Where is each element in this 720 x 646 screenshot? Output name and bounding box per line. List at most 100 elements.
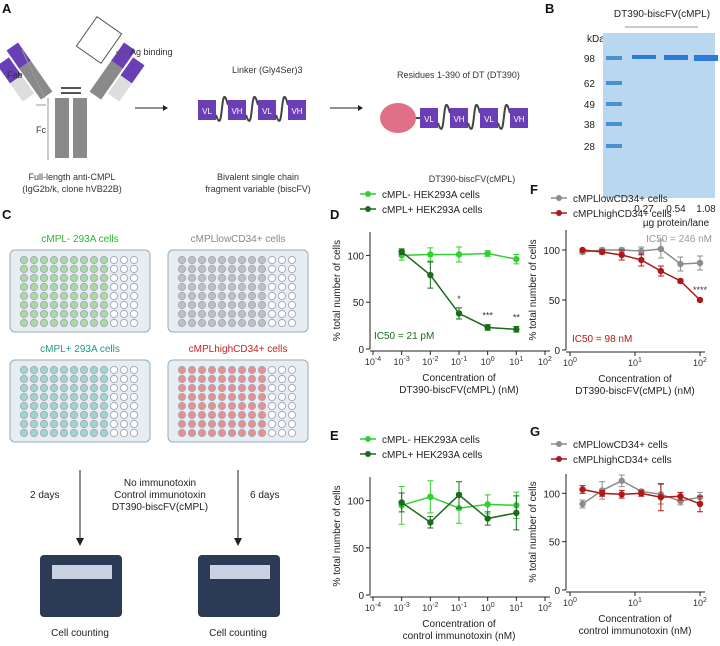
well	[29, 255, 39, 265]
well	[267, 410, 277, 420]
well	[217, 300, 227, 310]
x-axis-label: DT390-biscFV(cMPL) (nM)	[575, 386, 694, 397]
well	[217, 255, 227, 265]
data-point	[427, 519, 434, 526]
protein-band	[664, 55, 688, 60]
well	[187, 264, 197, 274]
well	[257, 255, 267, 265]
well	[177, 365, 187, 375]
legend-marker	[365, 206, 371, 212]
well	[257, 410, 267, 420]
well	[197, 419, 207, 429]
well	[207, 318, 217, 328]
well	[19, 282, 29, 292]
well	[109, 255, 119, 265]
well	[89, 282, 99, 292]
well	[129, 282, 139, 292]
well	[177, 300, 187, 310]
y-tick-label: 100	[543, 489, 560, 500]
well	[69, 392, 79, 402]
well	[29, 428, 39, 438]
well	[109, 309, 119, 319]
plate-label: cMPL- 293A cells	[41, 234, 118, 245]
well	[79, 428, 89, 438]
chart-F: 0 50 100 100 101 102 % total number of cells Co…	[528, 194, 712, 397]
well	[99, 365, 109, 375]
well	[277, 300, 287, 310]
y-tick-label: 50	[353, 544, 365, 555]
well	[99, 428, 109, 438]
well	[59, 428, 69, 438]
well	[129, 365, 139, 375]
domain-label: VH	[231, 107, 242, 116]
well	[217, 383, 227, 393]
well	[99, 374, 109, 384]
well	[247, 419, 257, 429]
significance-mark: **	[513, 313, 521, 323]
well	[217, 264, 227, 274]
significance-mark: ***	[482, 311, 493, 321]
well	[29, 365, 39, 375]
x-axis-label: Concentration of	[598, 614, 672, 625]
data-point	[579, 246, 586, 254]
well	[227, 318, 237, 328]
panel-label-f: F	[530, 182, 538, 197]
y-tick-label: 0	[554, 586, 560, 597]
well	[197, 300, 207, 310]
well	[277, 273, 287, 283]
well	[197, 365, 207, 375]
well	[49, 309, 59, 319]
well	[217, 318, 227, 328]
well	[277, 365, 287, 375]
well	[59, 392, 69, 402]
well	[227, 255, 237, 265]
well	[99, 401, 109, 411]
well	[227, 392, 237, 402]
well	[197, 282, 207, 292]
well	[69, 255, 79, 265]
data-point	[657, 267, 665, 275]
well	[207, 300, 217, 310]
well	[129, 318, 139, 328]
x-axis-label: DT390-biscFV(cMPL) (nM)	[399, 385, 518, 396]
well	[207, 282, 217, 292]
well	[277, 383, 287, 393]
well	[49, 419, 59, 429]
well	[29, 264, 39, 274]
well	[19, 419, 29, 429]
well	[119, 318, 129, 328]
well	[247, 392, 257, 402]
well	[129, 401, 139, 411]
panel-label-b: B	[545, 1, 554, 16]
dt390-toxin-shape	[380, 103, 416, 133]
legend-marker	[556, 210, 562, 216]
well	[237, 419, 247, 429]
well	[247, 273, 257, 283]
well	[287, 383, 297, 393]
well	[79, 383, 89, 393]
well	[237, 374, 247, 384]
well	[49, 383, 59, 393]
lane-amount: 0.54	[666, 204, 686, 215]
domain-vl	[480, 108, 498, 128]
well	[287, 291, 297, 301]
well	[99, 291, 109, 301]
panel-label-d: D	[330, 207, 339, 222]
well	[49, 410, 59, 420]
data-point	[638, 256, 645, 264]
well	[79, 419, 89, 429]
well	[237, 255, 247, 265]
domain-label: VL	[202, 107, 212, 116]
well	[187, 309, 197, 319]
x-tick-label: 10-2	[422, 356, 438, 367]
panel-label-e: E	[330, 428, 339, 443]
well	[217, 309, 227, 319]
data-point	[618, 477, 625, 484]
domain-vl	[420, 108, 438, 128]
ladder-band	[606, 122, 622, 126]
well	[29, 392, 39, 402]
x-tick-label: 10-3	[394, 356, 410, 367]
well	[257, 282, 267, 292]
well	[39, 291, 49, 301]
antibody-diagram	[0, 15, 145, 160]
